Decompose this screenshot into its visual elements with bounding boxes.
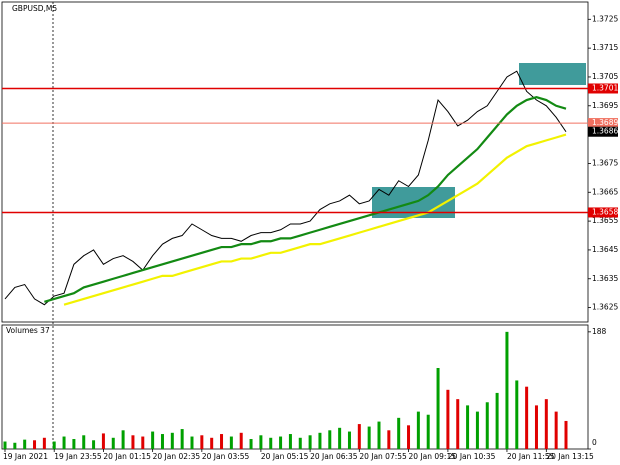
level-label-bg (588, 83, 618, 94)
volume-bar (141, 436, 145, 449)
y-tick-label: 188 (592, 327, 607, 336)
volume-bar (42, 437, 46, 449)
current-price-bg (588, 126, 618, 137)
volume-bar (564, 420, 568, 449)
x-tick-label: 20 Jan 10:35 (448, 452, 496, 461)
y-tick-label: 1.3645 (592, 245, 618, 254)
volume-bar (82, 435, 86, 449)
x-tick-label: 20 Jan 09:15 (409, 452, 457, 461)
volume-bar (180, 429, 184, 449)
volume-bar (279, 436, 283, 449)
volume-bar (416, 411, 420, 449)
volume-bar (13, 442, 17, 449)
y-tick-label: 1.3655 (592, 216, 618, 225)
level-label: 1.3658 (592, 207, 618, 216)
x-tick-label: 20 Jan 02:35 (153, 452, 201, 461)
price-panel (1, 1, 589, 323)
volume-bar (544, 399, 548, 449)
volume-bar (308, 435, 312, 449)
volume-bar (436, 367, 440, 449)
x-tick-label: 20 Jan 03:55 (202, 452, 250, 461)
volume-bar (111, 437, 115, 449)
x-tick-label: 20 Jan 07:55 (359, 452, 407, 461)
y-tick-label: 1.3695 (592, 101, 618, 110)
volume-bar (328, 430, 332, 449)
volume-bar (288, 434, 292, 449)
volume-bar (269, 437, 273, 449)
volume-bar (229, 436, 233, 449)
x-tick-label: 20 Jan 01:15 (103, 452, 151, 461)
volume-panel (1, 324, 589, 450)
chart-title: GBPUSD,M5 (12, 4, 57, 13)
y-tick-label: 1.3635 (592, 274, 618, 283)
volume-bar (62, 436, 66, 449)
current-price-label: 1.3686 (592, 127, 618, 136)
x-tick-label: 20 Jan 06:35 (310, 452, 358, 461)
x-tick-label: 20 Jan 13:15 (546, 452, 594, 461)
volume-bar (515, 380, 519, 449)
volume-bar (92, 440, 96, 449)
volume-bar (160, 434, 164, 449)
volume-bar (200, 435, 204, 449)
volume-bar (407, 425, 411, 449)
volume-bar (338, 427, 342, 449)
volume-title: Volumes 37 (6, 326, 50, 335)
volume-bar (387, 430, 391, 449)
level-label-bg (588, 118, 618, 129)
volume-bar (495, 392, 499, 449)
volume-bar (534, 405, 538, 449)
volume-bar (170, 432, 174, 449)
volume-bar (3, 441, 7, 449)
volume-bar (210, 437, 214, 449)
volume-bar (466, 405, 470, 449)
x-tick-label: 19 Jan 2021 (3, 452, 48, 461)
y-tick-label: 1.3665 (592, 187, 618, 196)
zone-box (519, 63, 586, 85)
volume-bar (190, 436, 194, 449)
y-tick-label: 1.3625 (592, 303, 618, 312)
price-line (4, 70, 567, 306)
volume-bar (357, 424, 361, 449)
y-tick-label: 0 (592, 438, 597, 447)
y-tick-label: 1.3725 (592, 14, 618, 23)
volume-bar (121, 430, 125, 449)
volume-bar (347, 431, 351, 449)
x-tick-label: 20 Jan 11:55 (507, 452, 555, 461)
volume-bar (249, 439, 253, 449)
volume-bar (298, 437, 302, 449)
level-label-bg (588, 207, 618, 218)
volume-bar (377, 421, 381, 449)
price-line (63, 133, 567, 306)
volume-bar (475, 411, 479, 449)
volume-bar (456, 399, 460, 449)
level-label: 1.3701 (592, 83, 618, 92)
price-line (44, 95, 567, 303)
volume-bar (259, 435, 263, 449)
x-tick-label: 19 Jan 23:55 (54, 452, 102, 461)
volume-bar (33, 440, 37, 449)
volume-bar (554, 411, 558, 449)
volume-bar (446, 389, 450, 449)
volume-bar (151, 431, 155, 449)
volume-bar (525, 386, 529, 449)
volume-bar (318, 432, 322, 449)
y-tick-label: 1.3705 (592, 72, 618, 81)
volume-bar (72, 439, 76, 449)
volume-bar (52, 441, 56, 449)
y-tick-label: 1.3715 (592, 43, 618, 52)
volume-bar (101, 433, 105, 449)
volume-bar (485, 402, 489, 449)
level-label: 1.3689 (592, 118, 618, 127)
volume-bar (505, 331, 509, 449)
volume-bar (367, 426, 371, 449)
volume-bar (131, 435, 135, 449)
x-tick-label: 20 Jan 05:15 (261, 452, 309, 461)
y-tick-label: 1.3675 (592, 158, 618, 167)
volume-bar (426, 414, 430, 449)
volume-bar (220, 434, 224, 449)
volume-bar (23, 439, 27, 449)
volume-bar (397, 417, 401, 449)
volume-bar (239, 432, 243, 449)
